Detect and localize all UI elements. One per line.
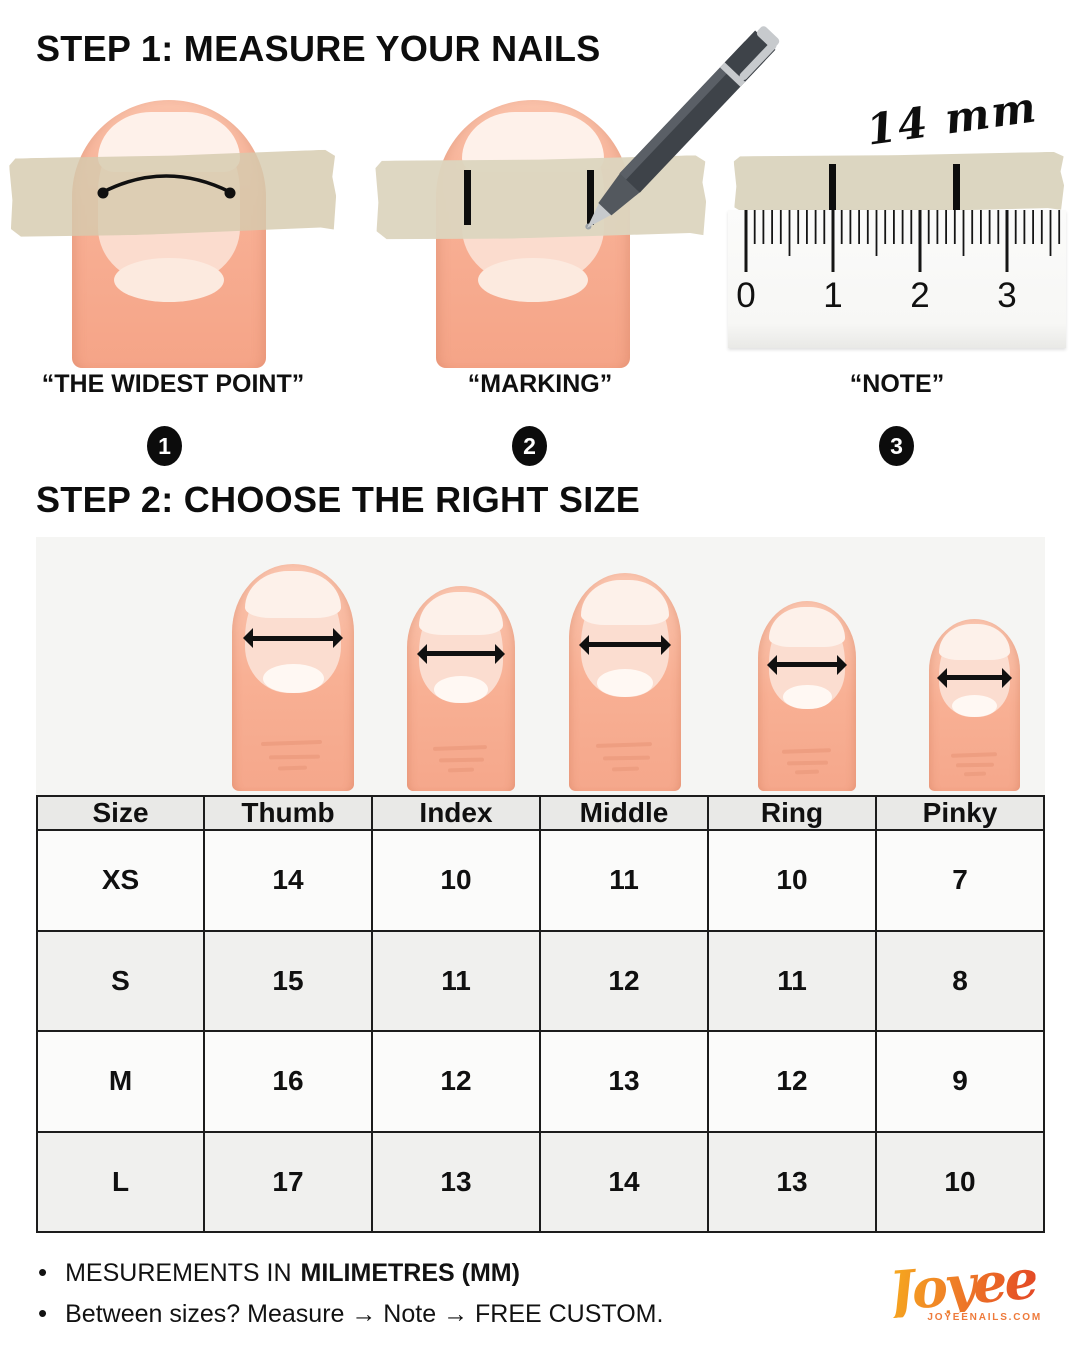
table-cell: 17 (203, 1130, 373, 1233)
ruler-ticks (744, 210, 1061, 272)
size-table: Size Thumb Index Middle Ring Pinky XS 14… (36, 795, 1045, 1233)
step2-title: STEP 2: CHOOSE THE RIGHT SIZE (36, 479, 641, 520)
finger-index (407, 586, 515, 791)
table-cell: 14 (539, 1130, 709, 1233)
note-measurements: • MESUREMENTS IN MILIMETRES (MM) (38, 1252, 663, 1293)
table-cell: 9 (875, 1030, 1045, 1133)
table-row-xs: XS 14 10 11 10 7 (36, 829, 1045, 932)
brand-site: JOYEENAILS.COM (927, 1312, 1042, 1323)
pen-mark-right (587, 170, 594, 225)
table-cell: 12 (539, 929, 709, 1032)
pen-mark-left (829, 164, 836, 210)
finger-ring (758, 601, 856, 791)
bullet-icon: • (38, 1257, 48, 1287)
table-header-middle: Middle (539, 795, 709, 831)
table-cell: 7 (875, 829, 1045, 932)
size-label: S (36, 929, 205, 1032)
widest-point-illustration (8, 88, 338, 370)
table-cell: 13 (371, 1130, 541, 1233)
table-cell: 11 (539, 829, 709, 932)
tape-strip (734, 152, 1065, 215)
table-cell: 13 (707, 1130, 877, 1233)
nail-smile-line (114, 258, 224, 302)
size-label: M (36, 1030, 205, 1133)
caption-widest-point: “THE WIDEST POINT” (41, 370, 305, 398)
width-arrow (765, 654, 849, 675)
table-header-row: Size Thumb Index Middle Ring Pinky (36, 795, 1045, 831)
finger-middle (569, 573, 681, 791)
table-cell: 14 (203, 829, 373, 932)
note-text: Between sizes? Measure → Note → FREE CUS… (65, 1300, 664, 1328)
note-bold: MILIMETRES (MM) (300, 1259, 520, 1287)
table-header-thumb: Thumb (203, 795, 373, 831)
finger-pinky (929, 619, 1020, 791)
handwritten-measurement: 14 mm (863, 82, 1041, 155)
width-arrow (577, 634, 673, 655)
width-arrow (241, 628, 346, 649)
table-cell: 10 (371, 829, 541, 932)
pen-mark-right (953, 164, 960, 210)
brand-name: Joyee (886, 1246, 1038, 1324)
note-prefix: MESUREMENTS IN (65, 1259, 292, 1287)
table-cell: 12 (371, 1030, 541, 1133)
table-row-m: M 16 12 13 12 9 (36, 1030, 1045, 1133)
step-badge-3: 3 (879, 426, 914, 466)
table-header-ring: Ring (707, 795, 877, 831)
table-header-index: Index (371, 795, 541, 831)
finger-thumb (232, 564, 354, 791)
table-cell: 10 (707, 829, 877, 932)
ruler-number-1: 1 (823, 276, 843, 315)
pen-mark-left (464, 170, 471, 225)
ruler-number-2: 2 (910, 276, 930, 315)
size-label: L (36, 1130, 205, 1233)
table-cell: 13 (539, 1030, 709, 1133)
table-header-pinky: Pinky (875, 795, 1045, 831)
table-cell: 10 (875, 1130, 1045, 1233)
measure-arc (97, 174, 236, 199)
ruler-body (728, 210, 1066, 348)
width-arrow (935, 667, 1013, 688)
footer-notes: • MESUREMENTS IN MILIMETRES (MM) • Betwe… (38, 1252, 663, 1334)
table-cell: 11 (707, 929, 877, 1032)
bullet-icon: • (38, 1298, 48, 1328)
nail-smile-line (478, 258, 588, 302)
table-row-s: S 15 11 12 11 8 (36, 929, 1045, 1032)
size-label: XS (36, 829, 205, 932)
caption-marking: “MARKING” (467, 370, 613, 398)
table-cell: 8 (875, 929, 1045, 1032)
step-badge-1: 1 (147, 426, 182, 466)
brand-logo: Joyee JOYEENAILS.COM (882, 1247, 1042, 1324)
table-row-l: L 17 13 14 13 10 (36, 1130, 1045, 1233)
table-cell: 12 (707, 1030, 877, 1133)
ruler-number-3: 3 (997, 276, 1017, 315)
marking-illustration (372, 88, 702, 370)
table-cell: 11 (371, 929, 541, 1032)
step1-title: STEP 1: MEASURE YOUR NAILS (36, 28, 601, 69)
pen-icon (585, 26, 780, 230)
table-cell: 15 (203, 929, 373, 1032)
ruler-number-0: 0 (736, 276, 756, 315)
table-header-size: Size (36, 795, 205, 831)
note-between-sizes: • Between sizes? Measure → Note → FREE C… (38, 1293, 663, 1334)
size-chart-panel (36, 537, 1045, 795)
caption-note: “NOTE” (849, 370, 945, 398)
width-arrow (415, 643, 508, 664)
table-cell: 16 (203, 1030, 373, 1133)
step-badge-2: 2 (512, 426, 547, 466)
ruler-illustration: 14 mm 0 1 2 3 (728, 82, 1066, 362)
